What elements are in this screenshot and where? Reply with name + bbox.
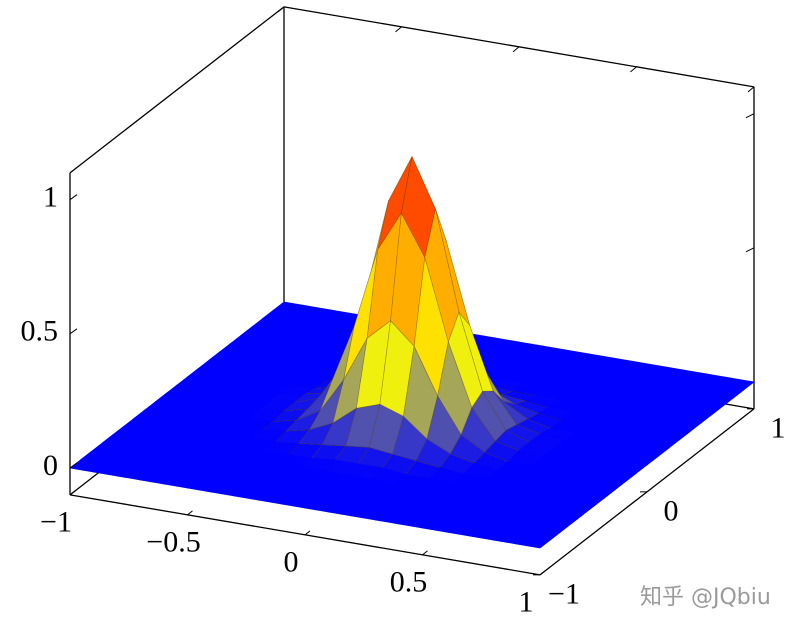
y-tick-label: 0 xyxy=(664,495,679,528)
tick-mark xyxy=(395,26,402,33)
tick-mark xyxy=(745,247,755,253)
surface-patch xyxy=(515,535,552,549)
x-tick-label: 0 xyxy=(284,546,299,579)
tick-mark xyxy=(304,530,311,536)
axis-box xyxy=(69,6,285,174)
tick-mark xyxy=(69,328,78,335)
x-tick-label: −0.5 xyxy=(146,526,200,559)
z-tick-label: 1 xyxy=(43,181,58,214)
tick-mark xyxy=(539,570,546,576)
y-tick-label: −1 xyxy=(548,578,580,611)
x-tick-label: −1 xyxy=(40,506,72,539)
tick-mark xyxy=(422,550,428,556)
x-tick-label: 0.5 xyxy=(390,566,428,599)
tick-mark xyxy=(69,490,76,496)
tick-mark xyxy=(69,194,78,201)
x-tick-label: 1 xyxy=(519,586,534,619)
tick-mark xyxy=(745,113,755,119)
tick-mark xyxy=(747,86,755,93)
tick-mark xyxy=(277,6,285,13)
tick-mark xyxy=(187,510,193,516)
tick-mark xyxy=(630,66,637,73)
surface xyxy=(69,155,755,549)
front-layer: −1 −0.5 0 0.5 1 −1 0 1 0 0.5 1 xyxy=(21,172,786,619)
y-tick-label: 1 xyxy=(771,412,786,445)
watermark: 知乎 @JQbiu xyxy=(640,585,771,610)
tick-mark xyxy=(69,462,78,469)
z-tick-label: 0.5 xyxy=(21,315,59,348)
z-tick-label: 0 xyxy=(43,449,58,482)
tick-mark xyxy=(512,46,520,53)
